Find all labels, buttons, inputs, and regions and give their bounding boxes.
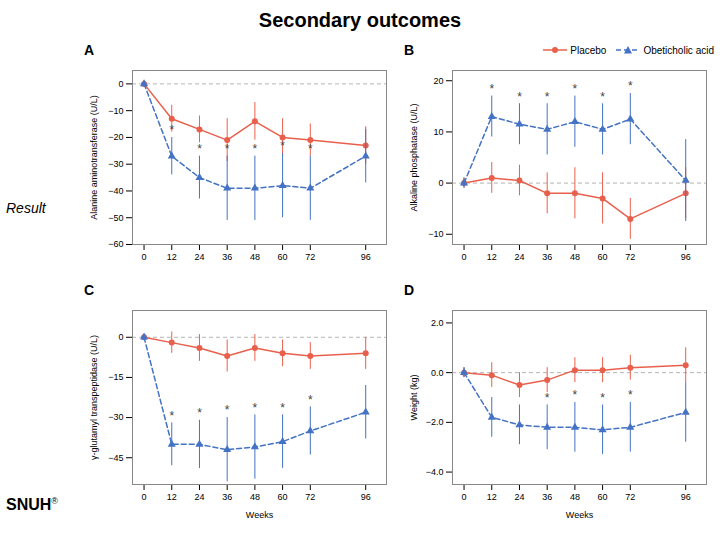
svg-text:γ-glutamyl transpeptidase (U/L: γ-glutamyl transpeptidase (U/L) bbox=[89, 335, 99, 460]
svg-text:36: 36 bbox=[542, 252, 552, 262]
svg-text:72: 72 bbox=[625, 492, 635, 502]
svg-text:36: 36 bbox=[542, 492, 552, 502]
svg-text:−2.0: −2.0 bbox=[426, 417, 444, 427]
svg-text:*: * bbox=[628, 388, 633, 402]
svg-text:−30: −30 bbox=[108, 412, 123, 422]
svg-text:24: 24 bbox=[514, 492, 524, 502]
svg-text:Alkaline phosphatase (U/L): Alkaline phosphatase (U/L) bbox=[409, 103, 419, 211]
svg-text:*: * bbox=[197, 142, 202, 156]
svg-text:*: * bbox=[197, 406, 202, 420]
svg-text:*: * bbox=[628, 79, 633, 93]
svg-text:−50: −50 bbox=[108, 213, 123, 223]
svg-text:−30: −30 bbox=[108, 159, 123, 169]
svg-text:72: 72 bbox=[625, 252, 635, 262]
svg-text:−15: −15 bbox=[108, 372, 123, 382]
svg-text:−20: −20 bbox=[108, 132, 123, 142]
svg-text:Weeks: Weeks bbox=[246, 510, 274, 520]
svg-text:36: 36 bbox=[222, 252, 232, 262]
svg-text:10: 10 bbox=[433, 127, 443, 137]
html-text:Placebo: Placebo bbox=[570, 44, 607, 56]
svg-text:24: 24 bbox=[194, 492, 204, 502]
svg-text:*: * bbox=[225, 403, 230, 417]
svg-text:20: 20 bbox=[433, 76, 443, 86]
svg-text:60: 60 bbox=[278, 252, 288, 262]
svg-text:12: 12 bbox=[167, 492, 177, 502]
svg-text:0: 0 bbox=[118, 332, 123, 342]
svg-text:*: * bbox=[573, 388, 578, 402]
svg-text:60: 60 bbox=[598, 492, 608, 502]
svg-text:96: 96 bbox=[361, 492, 371, 502]
svg-text:0.0: 0.0 bbox=[431, 368, 444, 378]
svg-text:*: * bbox=[517, 90, 522, 104]
svg-text:0: 0 bbox=[462, 252, 467, 262]
svg-text:72: 72 bbox=[305, 252, 315, 262]
svg-text:24: 24 bbox=[194, 252, 204, 262]
svg-text:*: * bbox=[280, 139, 285, 153]
svg-text:2.0: 2.0 bbox=[431, 318, 444, 328]
svg-text:−40: −40 bbox=[108, 186, 123, 196]
svg-text:−45: −45 bbox=[108, 453, 123, 463]
svg-text:0: 0 bbox=[118, 79, 123, 89]
svg-text:48: 48 bbox=[250, 492, 260, 502]
svg-text:*: * bbox=[169, 409, 174, 423]
svg-text:−60: −60 bbox=[108, 239, 123, 249]
html-text:Secondary outcomes: Secondary outcomes bbox=[258, 9, 462, 31]
svg-text:*: * bbox=[308, 393, 313, 407]
svg-text:72: 72 bbox=[305, 492, 315, 502]
svg-text:0: 0 bbox=[462, 492, 467, 502]
svg-text:48: 48 bbox=[570, 492, 580, 502]
svg-text:*: * bbox=[253, 142, 258, 156]
html-text:C: C bbox=[84, 282, 95, 298]
svg-text:*: * bbox=[280, 401, 285, 415]
svg-text:96: 96 bbox=[681, 492, 691, 502]
svg-text:60: 60 bbox=[278, 492, 288, 502]
svg-text:48: 48 bbox=[570, 252, 580, 262]
html-text:SNUH®: SNUH® bbox=[6, 495, 58, 513]
svg-text:12: 12 bbox=[487, 492, 497, 502]
svg-text:Weight (kg): Weight (kg) bbox=[409, 375, 419, 421]
svg-text:36: 36 bbox=[222, 492, 232, 502]
svg-text:*: * bbox=[308, 142, 313, 156]
svg-text:0: 0 bbox=[142, 492, 147, 502]
svg-text:Alanine aminotransferase (U/L): Alanine aminotransferase (U/L) bbox=[89, 95, 99, 220]
svg-text:−10: −10 bbox=[428, 229, 443, 239]
html-text:Result: Result bbox=[6, 200, 46, 216]
svg-text:96: 96 bbox=[361, 252, 371, 262]
html-text:A: A bbox=[84, 42, 95, 58]
svg-text:*: * bbox=[600, 391, 605, 405]
svg-text:12: 12 bbox=[487, 252, 497, 262]
svg-text:0: 0 bbox=[142, 252, 147, 262]
svg-text:*: * bbox=[169, 123, 174, 137]
svg-text:*: * bbox=[225, 142, 230, 156]
svg-text:*: * bbox=[489, 82, 494, 96]
html-text:D: D bbox=[404, 282, 415, 298]
svg-text:−10: −10 bbox=[108, 106, 123, 116]
svg-text:24: 24 bbox=[514, 252, 524, 262]
html-text:B: B bbox=[404, 42, 415, 58]
svg-text:*: * bbox=[545, 391, 550, 405]
svg-text:0: 0 bbox=[438, 178, 443, 188]
svg-text:*: * bbox=[253, 401, 258, 415]
svg-text:60: 60 bbox=[598, 252, 608, 262]
svg-text:*: * bbox=[545, 90, 550, 104]
svg-text:*: * bbox=[573, 82, 578, 96]
svg-text:Weeks: Weeks bbox=[566, 510, 594, 520]
html-text:Obeticholic acid: Obeticholic acid bbox=[643, 44, 714, 56]
svg-text:48: 48 bbox=[250, 252, 260, 262]
svg-text:−4.0: −4.0 bbox=[426, 467, 444, 477]
svg-text:*: * bbox=[600, 90, 605, 104]
svg-text:96: 96 bbox=[681, 252, 691, 262]
svg-text:12: 12 bbox=[167, 252, 177, 262]
